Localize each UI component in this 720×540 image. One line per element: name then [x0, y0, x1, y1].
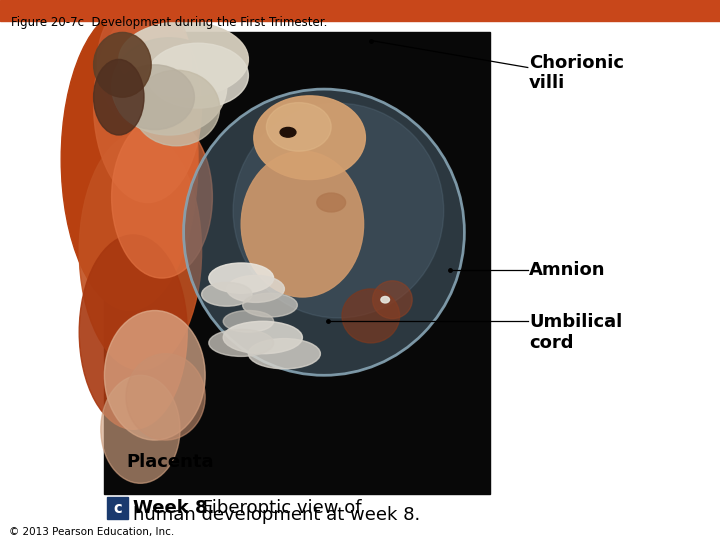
Ellipse shape	[94, 32, 151, 97]
Text: © 2013 Pearson Education, Inc.: © 2013 Pearson Education, Inc.	[9, 527, 174, 537]
Ellipse shape	[223, 321, 302, 354]
Ellipse shape	[266, 103, 331, 151]
Text: human development at week 8.: human development at week 8.	[133, 506, 420, 524]
Ellipse shape	[381, 296, 390, 303]
Ellipse shape	[233, 103, 444, 318]
Text: Chorionic
villi: Chorionic villi	[529, 53, 624, 92]
Ellipse shape	[209, 263, 274, 293]
Ellipse shape	[119, 22, 248, 97]
Ellipse shape	[223, 310, 274, 332]
Ellipse shape	[148, 43, 248, 108]
Ellipse shape	[79, 132, 202, 370]
Ellipse shape	[248, 339, 320, 369]
Ellipse shape	[104, 310, 205, 440]
Text: c: c	[113, 501, 122, 516]
Ellipse shape	[243, 293, 297, 317]
Text: Fiberoptic view of: Fiberoptic view of	[197, 499, 361, 517]
Ellipse shape	[317, 193, 346, 212]
Ellipse shape	[227, 275, 284, 302]
Text: Amnion: Amnion	[529, 261, 606, 279]
Ellipse shape	[97, 0, 191, 127]
Text: Week 8.: Week 8.	[133, 499, 215, 517]
Ellipse shape	[342, 289, 400, 343]
Ellipse shape	[94, 8, 202, 202]
Text: Figure 20-7c  Development during the First Trimester.: Figure 20-7c Development during the Firs…	[11, 16, 327, 29]
Text: Umbilical
cord: Umbilical cord	[529, 313, 623, 352]
Ellipse shape	[112, 116, 212, 278]
Ellipse shape	[209, 329, 274, 356]
Bar	[104, 32, 490, 494]
Ellipse shape	[112, 38, 227, 135]
Ellipse shape	[79, 235, 187, 429]
Ellipse shape	[253, 96, 365, 179]
Ellipse shape	[126, 354, 205, 440]
Ellipse shape	[280, 127, 296, 137]
Ellipse shape	[202, 282, 252, 306]
Ellipse shape	[101, 375, 180, 483]
Bar	[0, 0, 720, 21]
Ellipse shape	[133, 70, 220, 146]
Ellipse shape	[373, 281, 413, 319]
Text: Placenta: Placenta	[126, 453, 214, 471]
Bar	[107, 497, 128, 519]
Ellipse shape	[61, 8, 198, 310]
Ellipse shape	[94, 59, 144, 135]
Ellipse shape	[241, 151, 364, 297]
Ellipse shape	[115, 65, 194, 130]
Ellipse shape	[184, 89, 464, 375]
